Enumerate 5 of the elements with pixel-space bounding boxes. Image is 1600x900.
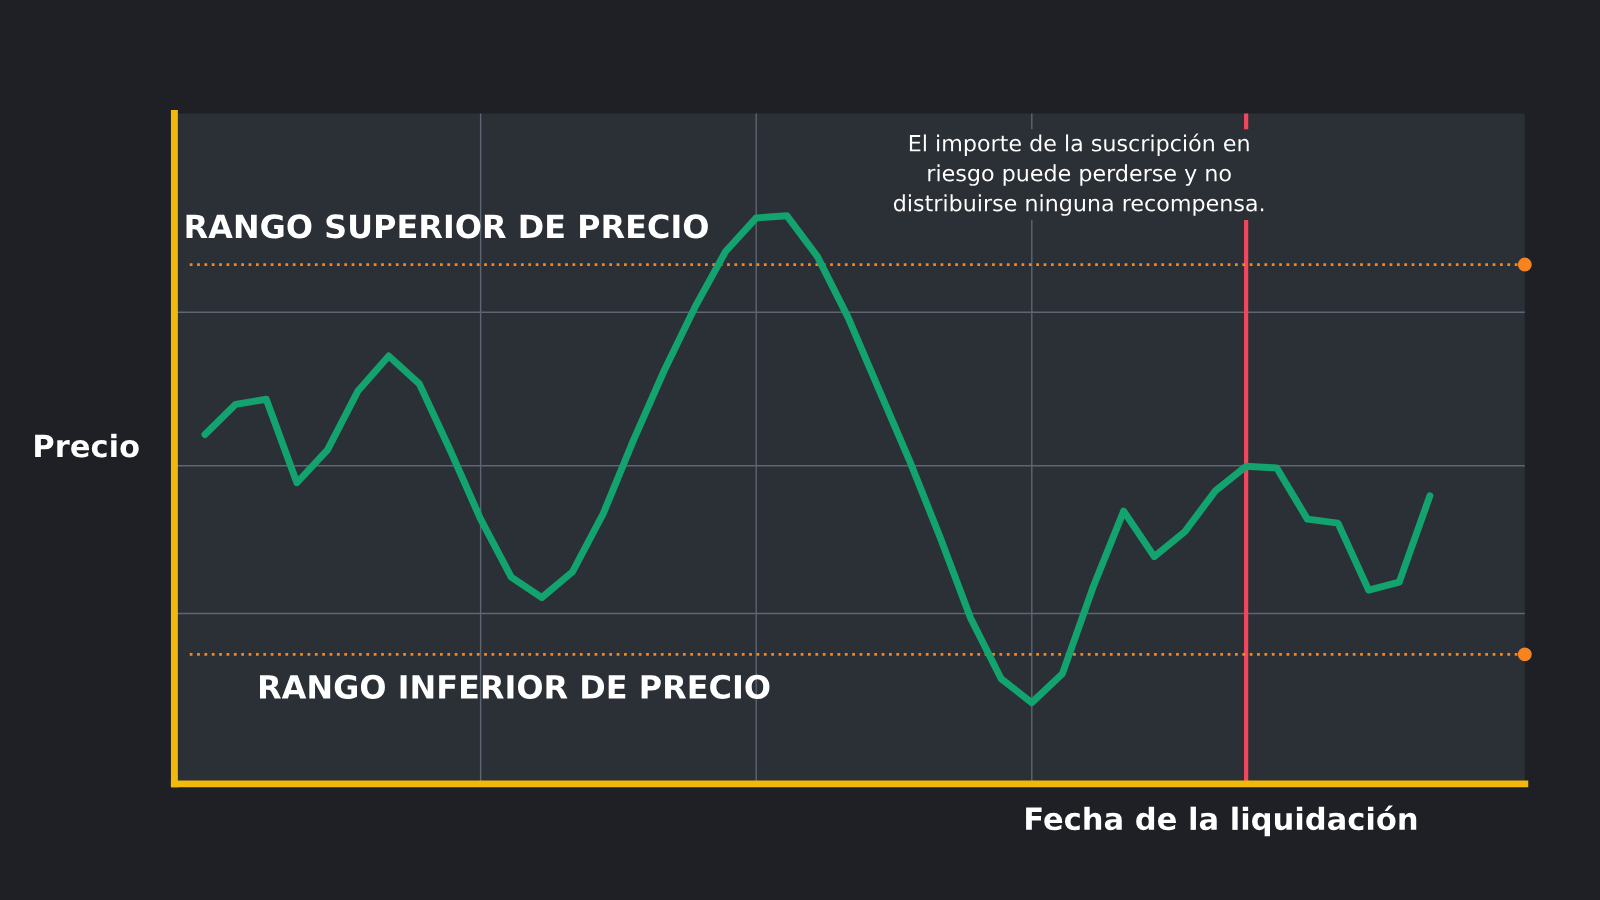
ref-line-label: RANGO INFERIOR DE PRECIO	[260, 674, 770, 699]
ref-line-label: RANGO SUPERIOR DE PRECIO	[186, 214, 708, 239]
x-axis-title: Fecha de la liquidación	[1026, 805, 1417, 837]
y-axis-title: Precio	[35, 433, 139, 458]
annotation: El importe de la suscripción en riesgo puede perderse y no distribuirse ninguna recompensa.	[893, 133, 1264, 216]
